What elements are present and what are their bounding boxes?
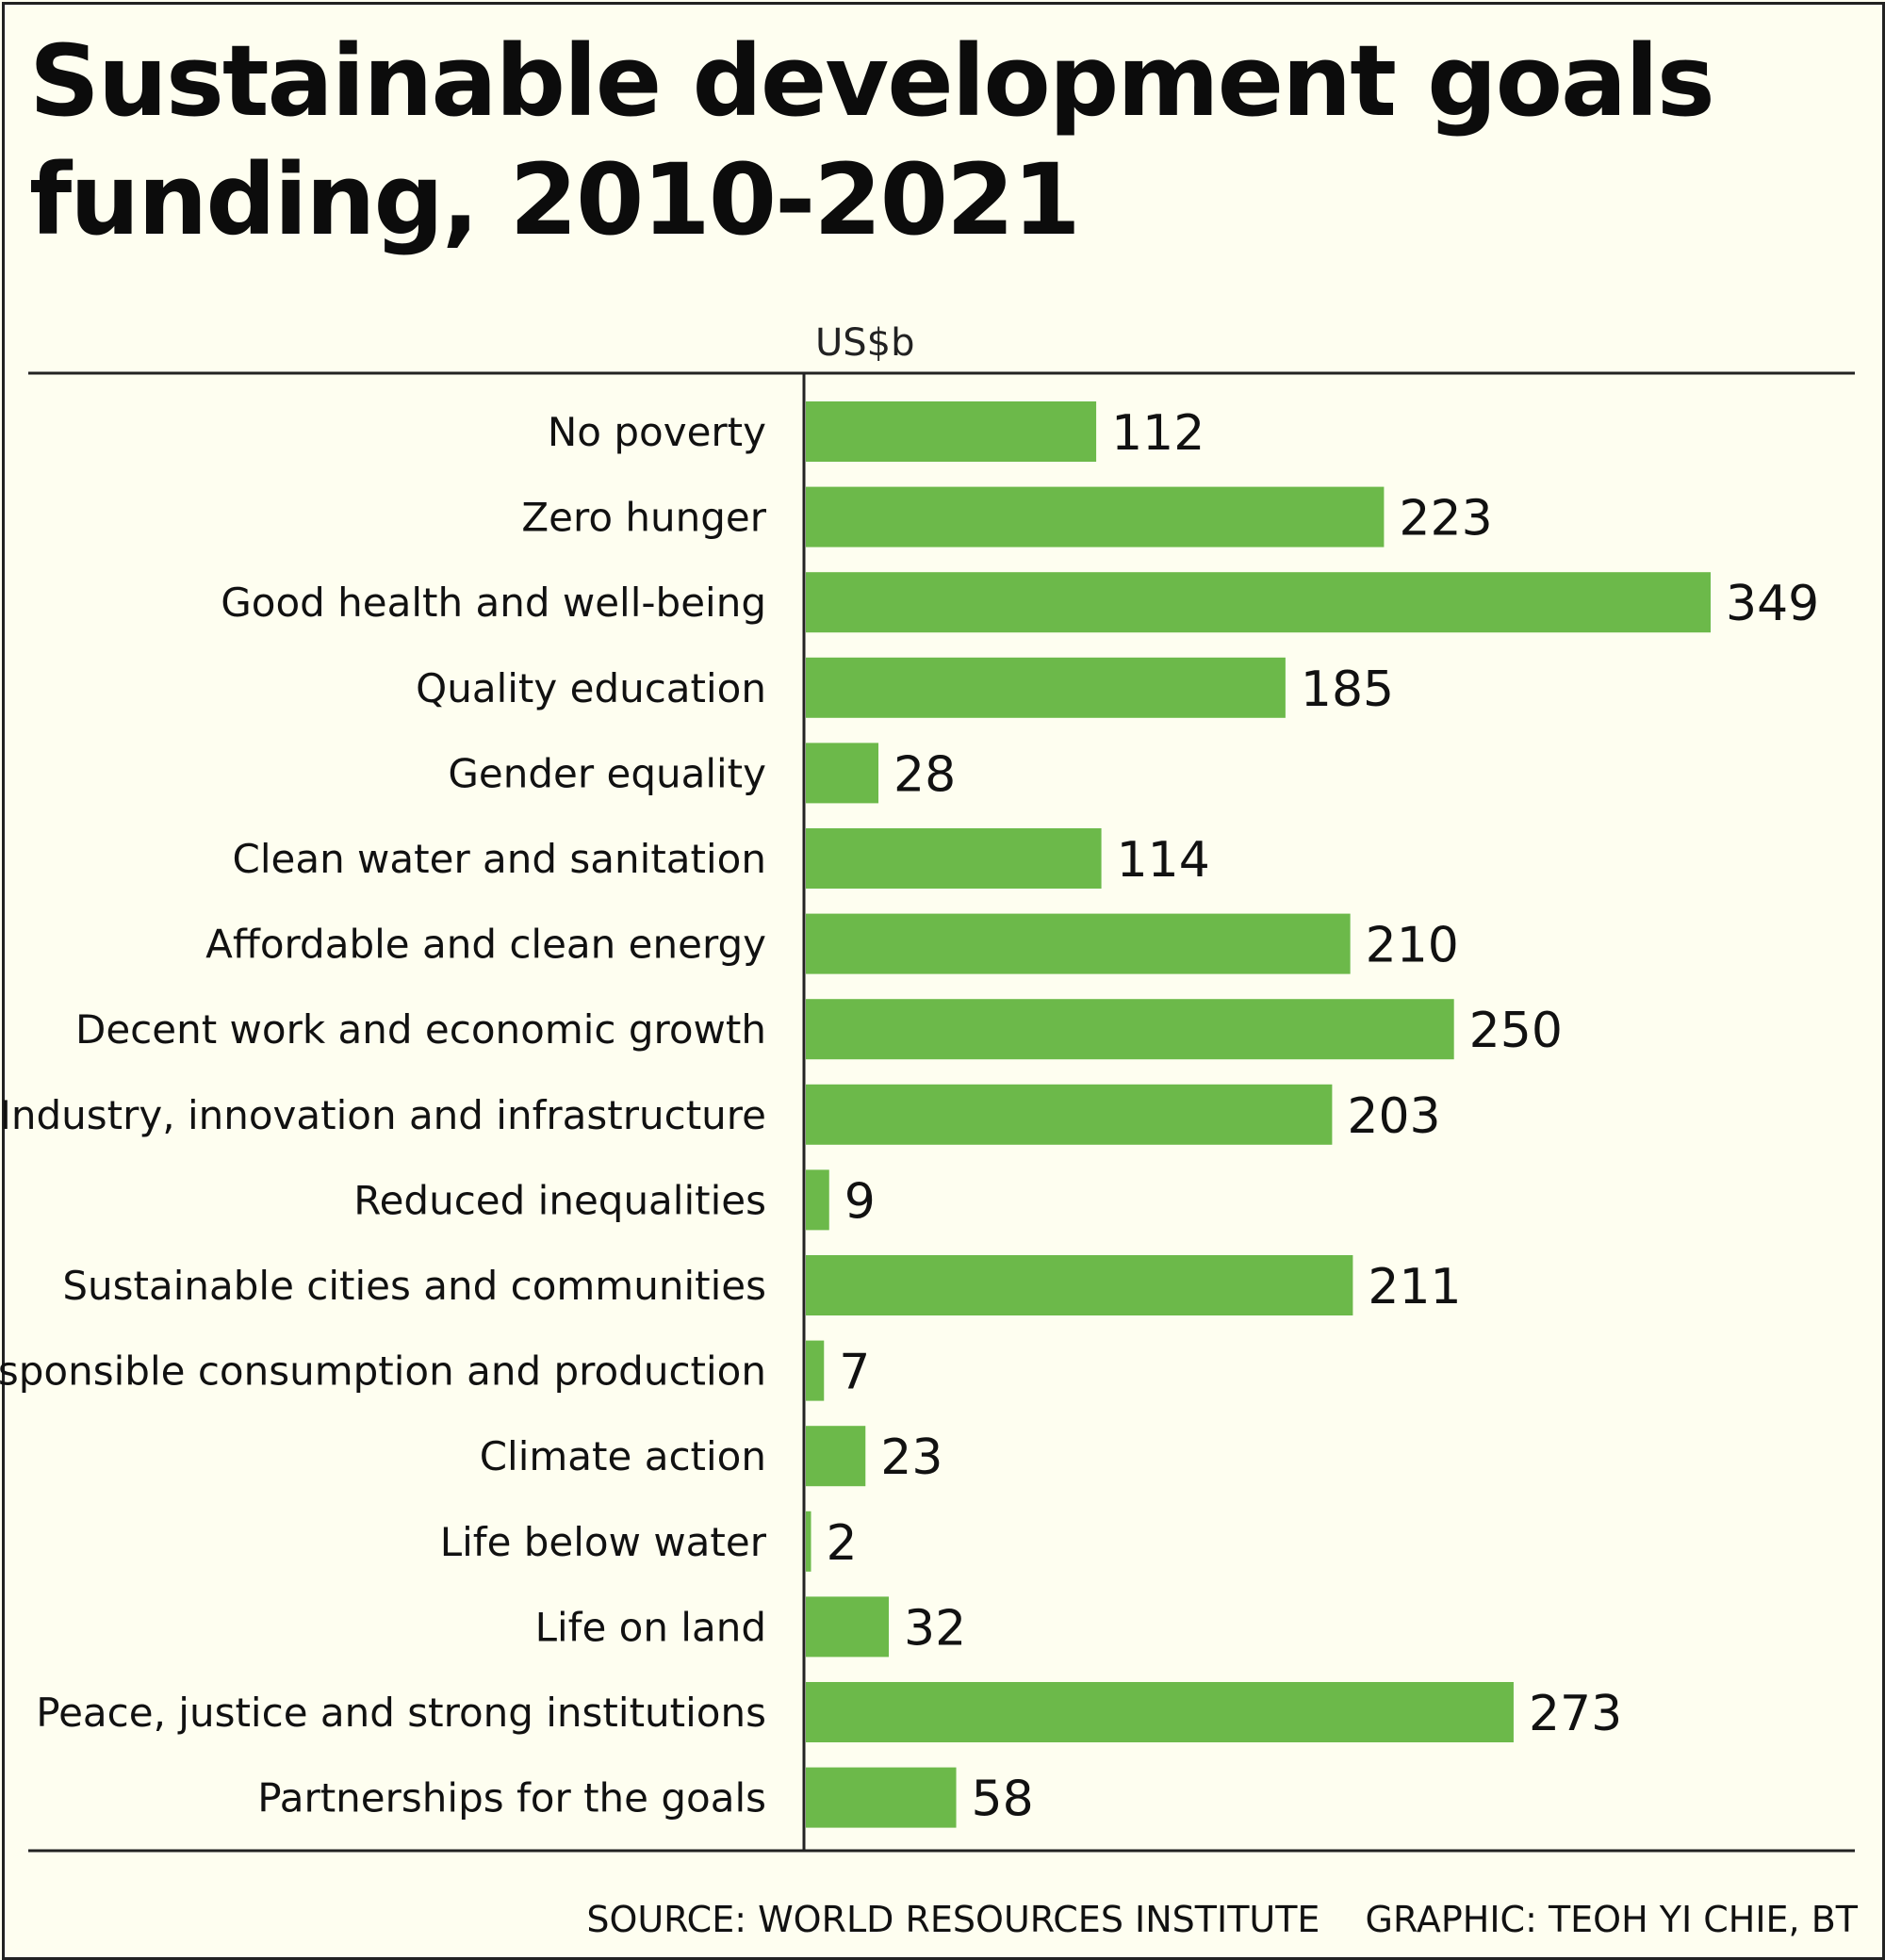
value-label: 210	[1366, 918, 1459, 974]
value-label: 211	[1368, 1259, 1461, 1315]
value-label: 112	[1111, 405, 1205, 462]
bar	[806, 572, 1711, 633]
value-label: 349	[1726, 576, 1819, 632]
value-label: 203	[1347, 1088, 1440, 1145]
category-label: Sustainable cities and communities	[62, 1263, 766, 1309]
value-label: 58	[972, 1772, 1034, 1828]
category-label: Clean water and sanitation	[233, 836, 767, 882]
value-label: 223	[1399, 491, 1492, 547]
bar	[806, 1340, 825, 1401]
category-label: Decent work and economic growth	[75, 1006, 766, 1053]
category-label: Zero hunger	[521, 495, 766, 541]
bar	[806, 999, 1454, 1060]
category-label: Life below water	[440, 1519, 767, 1565]
category-label: Affordable and clean energy	[205, 922, 766, 968]
bar	[806, 1255, 1353, 1315]
category-label: Reduced inequalities	[353, 1177, 766, 1223]
category-label: Life on land	[535, 1604, 766, 1650]
bar	[806, 913, 1351, 974]
value-label: 250	[1469, 1003, 1563, 1059]
bar	[806, 1682, 1514, 1742]
category-label: Partnerships for the goals	[257, 1775, 766, 1821]
bar	[806, 1511, 811, 1572]
bar	[806, 1084, 1333, 1145]
category-label: Good health and well-being	[221, 580, 766, 626]
value-label: 273	[1529, 1686, 1622, 1742]
category-label: Quality education	[416, 665, 766, 711]
bar	[806, 657, 1286, 718]
category-label: Peace, justice and strong institutions	[36, 1690, 766, 1736]
chart-title: Sustainable development goals funding, 2…	[29, 24, 1715, 257]
value-label: 23	[880, 1429, 942, 1486]
category-label: No poverty	[548, 409, 766, 455]
bar	[806, 1596, 890, 1658]
category-label: Industry, innovation and infrastructure	[0, 1092, 766, 1138]
bar	[806, 1169, 829, 1231]
bar	[806, 486, 1385, 547]
unit-label: US$b	[815, 321, 915, 365]
bar	[806, 1767, 957, 1828]
bar	[806, 743, 879, 804]
category-label: Gender equality	[448, 750, 766, 796]
value-label: 32	[904, 1600, 966, 1657]
category-label: Climate action	[480, 1433, 766, 1479]
bar	[806, 1426, 866, 1487]
category-label: Responsible consumption and production	[0, 1348, 766, 1395]
value-label: 114	[1117, 832, 1210, 889]
bar	[806, 828, 1102, 889]
bar	[806, 401, 1097, 462]
value-label: 7	[839, 1345, 870, 1401]
footer: SOURCE: WORLD RESOURCES INSTITUTE GRAPHI…	[586, 1899, 1858, 1940]
value-label: 9	[844, 1173, 876, 1230]
value-label: 28	[893, 746, 956, 803]
source-credit: SOURCE: WORLD RESOURCES INSTITUTE	[586, 1899, 1320, 1940]
graphic-credit: GRAPHIC: TEOH YI CHIE, BT	[1365, 1899, 1858, 1940]
value-label: 185	[1301, 662, 1394, 718]
value-label: 2	[827, 1515, 858, 1572]
